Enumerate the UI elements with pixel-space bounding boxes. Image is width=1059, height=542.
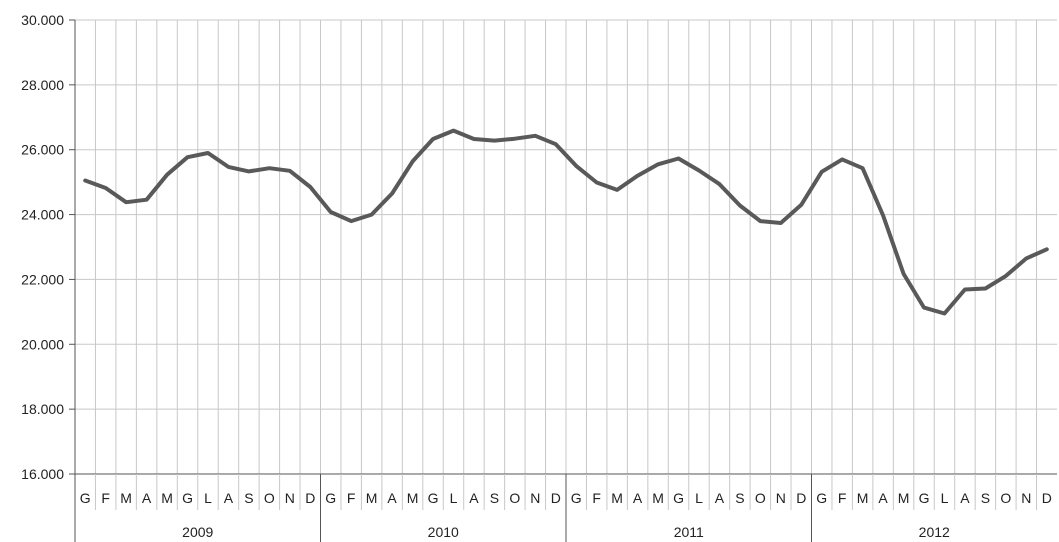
month-label: O xyxy=(1000,490,1011,506)
y-tick-label: 26.000 xyxy=(21,142,64,158)
month-label: A xyxy=(469,490,479,506)
month-label: N xyxy=(530,490,540,506)
month-label: M xyxy=(120,490,132,506)
month-label: D xyxy=(1042,490,1052,506)
month-label: G xyxy=(428,490,439,506)
month-label: G xyxy=(919,490,930,506)
month-label: A xyxy=(878,490,888,506)
month-label: A xyxy=(715,490,725,506)
month-label: M xyxy=(652,490,664,506)
month-label: L xyxy=(204,490,212,506)
grid xyxy=(75,19,1057,475)
month-label: G xyxy=(182,490,193,506)
month-label: S xyxy=(981,490,990,506)
y-tick-label: 24.000 xyxy=(21,207,64,223)
month-label: A xyxy=(633,490,643,506)
month-label: N xyxy=(285,490,295,506)
month-label: D xyxy=(305,490,315,506)
month-label: A xyxy=(224,490,234,506)
month-label: L xyxy=(450,490,458,506)
y-tick-label: 28.000 xyxy=(21,77,64,93)
y-tick-label: 18.000 xyxy=(21,401,64,417)
month-label: F xyxy=(347,490,356,506)
month-label: G xyxy=(816,490,827,506)
month-label: F xyxy=(838,490,847,506)
series-line xyxy=(83,128,1049,316)
y-tick-label: 16.000 xyxy=(21,466,64,482)
month-label: N xyxy=(776,490,786,506)
month-label: G xyxy=(673,490,684,506)
month-label: G xyxy=(571,490,582,506)
month-label: L xyxy=(695,490,703,506)
month-label: O xyxy=(755,490,766,506)
month-label: F xyxy=(101,490,110,506)
month-label: G xyxy=(325,490,336,506)
month-label: M xyxy=(611,490,623,506)
y-tick-label: 22.000 xyxy=(21,271,64,287)
month-label: M xyxy=(366,490,378,506)
month-label: A xyxy=(142,490,152,506)
month-label: S xyxy=(735,490,744,506)
month-label: M xyxy=(161,490,173,506)
month-label: M xyxy=(407,490,419,506)
y-axis-ticks: 16.000 18.000 20.000 22.000 24.000 26.000 28.0… xyxy=(21,12,75,482)
year-label: 2011 xyxy=(674,524,704,540)
month-label: F xyxy=(592,490,601,506)
series xyxy=(83,128,1049,316)
month-label: O xyxy=(264,490,275,506)
month-label: D xyxy=(551,490,561,506)
y-tick-label: 30.000 xyxy=(21,12,64,28)
month-label: N xyxy=(1021,490,1031,506)
month-label: L xyxy=(941,490,949,506)
month-label: A xyxy=(387,490,397,506)
month-label: M xyxy=(898,490,910,506)
month-label: S xyxy=(490,490,499,506)
month-label: O xyxy=(509,490,520,506)
year-label: 2009 xyxy=(182,524,213,540)
year-label: 2012 xyxy=(919,524,950,540)
month-label: S xyxy=(244,490,253,506)
y-tick-label: 20.000 xyxy=(21,336,64,352)
month-label: G xyxy=(80,490,91,506)
month-label: M xyxy=(857,490,869,506)
year-label: 2010 xyxy=(428,524,459,540)
month-label: D xyxy=(796,490,806,506)
month-label: A xyxy=(960,490,970,506)
